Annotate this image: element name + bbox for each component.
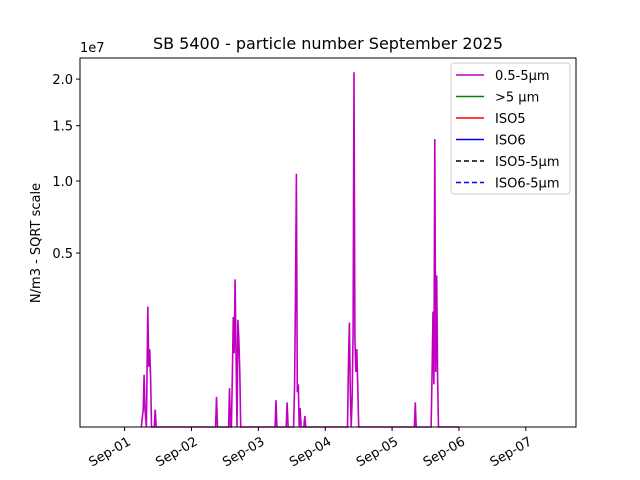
x-tick-label: Sep-04 [287,434,334,470]
x-tick-label: Sep-06 [421,434,468,470]
legend-label: >5 µm [495,91,539,106]
y-tick-label: 2.0 [52,73,73,88]
x-axis: Sep-01 Sep-02 Sep-03 Sep-04 Sep-05 Sep-06 Sep-… [86,427,535,470]
y-tick-label: 1.0 [52,175,73,190]
y-tick-label: 1.5 [52,120,73,135]
y-offset-label: 1e7 [80,41,105,56]
y-axis-label: N/m3 - SQRT scale [29,183,44,303]
y-tick-label: 0.5 [52,247,73,262]
series-layer [140,72,459,428]
y-axis: 0.5 1.0 1.5 2.0 [52,73,80,262]
legend-label: ISO5-5µm [495,155,560,170]
x-tick-label: Sep-02 [153,434,200,470]
legend-label: 0.5-5µm [495,69,550,84]
legend-label: ISO6 [495,134,526,149]
plot-frame [79,57,577,428]
x-tick-label: Sep-07 [488,434,535,470]
x-tick-label: Sep-05 [354,434,401,470]
series-line-0 [140,72,459,428]
legend-label: ISO6-5µm [495,177,560,192]
legend-label: ISO5 [495,112,526,127]
x-tick-label: Sep-03 [220,434,267,470]
legend: 0.5-5µm >5 µm ISO5 ISO6 ISO5-5µm ISO6-5µm [450,62,571,195]
x-tick-label: Sep-01 [86,434,133,470]
chart-title: SB 5400 - particle number September 2025 [153,34,503,53]
